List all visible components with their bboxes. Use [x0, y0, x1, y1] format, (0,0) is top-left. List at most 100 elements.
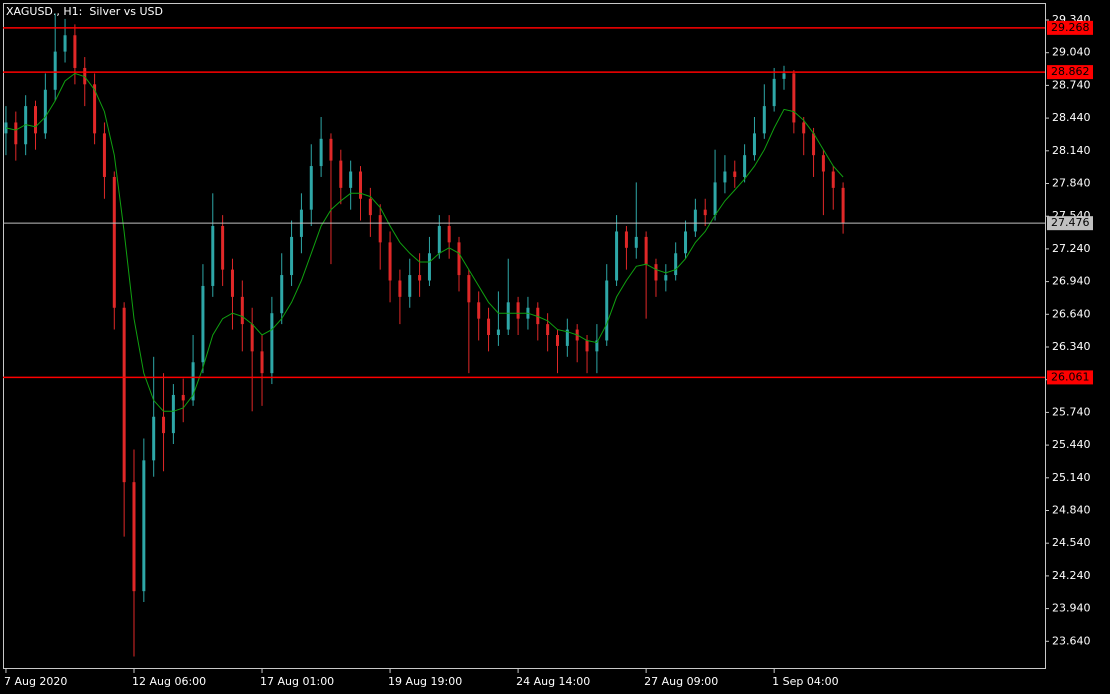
candle-body — [664, 275, 668, 281]
candle-body — [624, 231, 628, 248]
candle-body — [605, 280, 609, 341]
candle-body — [14, 122, 18, 145]
candle-body — [496, 329, 500, 336]
y-tick-label: 23.940 — [1052, 602, 1091, 615]
last-price-tag — [1047, 216, 1093, 231]
level-label: 29.268 — [1051, 21, 1090, 34]
candle-body — [388, 242, 392, 281]
candle-body — [240, 296, 244, 325]
y-tick-label: 26.940 — [1052, 275, 1091, 288]
y-tick-label: 27.240 — [1052, 242, 1091, 255]
candle-body — [437, 226, 441, 254]
candle-body — [713, 182, 717, 216]
candle-body — [546, 324, 550, 336]
candle-body — [378, 215, 382, 243]
candle-body — [427, 253, 431, 281]
candle-body — [34, 106, 38, 134]
candle-body — [201, 285, 205, 363]
last-price-label: 27.476 — [1051, 216, 1090, 229]
y-tick-label: 23.640 — [1052, 634, 1091, 647]
candle-body — [319, 138, 323, 167]
y-tick-label: 24.540 — [1052, 536, 1091, 549]
candle-body — [53, 51, 57, 90]
y-tick-label: 28.140 — [1052, 144, 1091, 157]
candle-body — [752, 133, 756, 156]
candle-body — [654, 264, 658, 281]
candle-body — [684, 231, 688, 254]
candle-body — [555, 335, 559, 346]
candle-body — [191, 362, 195, 401]
y-tick-label: 25.140 — [1052, 471, 1091, 484]
candle-body — [211, 226, 215, 286]
x-tick-label: 27 Aug 09:00 — [644, 675, 718, 688]
candle-body — [122, 307, 126, 483]
candle-body — [477, 302, 481, 319]
y-tick-label: 28.740 — [1052, 78, 1091, 91]
candle-body — [43, 89, 47, 134]
candle-body — [831, 171, 835, 188]
candle-body — [221, 226, 225, 270]
candle-body — [812, 133, 816, 156]
y-tick-label: 26.640 — [1052, 307, 1091, 320]
candle-body — [821, 155, 825, 172]
candle-body — [615, 231, 619, 281]
candle-body — [83, 67, 87, 85]
candle-body — [703, 209, 707, 216]
candle-body — [743, 155, 747, 177]
candle-body — [762, 106, 766, 134]
candle-body — [4, 122, 8, 134]
candle-body — [733, 171, 737, 177]
candle-body — [782, 73, 786, 79]
candle-body — [723, 171, 727, 183]
candle-body — [290, 236, 294, 276]
candle-body — [63, 35, 67, 52]
candle-body — [467, 275, 471, 303]
candle-body — [595, 340, 599, 352]
candle-body — [73, 35, 77, 68]
candle-body — [349, 171, 353, 188]
y-tick-label: 26.340 — [1052, 340, 1091, 353]
candle-body — [181, 394, 185, 401]
x-tick-label: 12 Aug 06:00 — [132, 675, 206, 688]
candle-body — [250, 324, 254, 352]
candle-body — [792, 73, 796, 123]
candle-body — [772, 78, 776, 107]
candle-body — [447, 226, 451, 243]
candle-body — [585, 340, 589, 352]
candle-body — [339, 160, 343, 188]
candle-body — [359, 171, 363, 199]
y-tick-label: 29.040 — [1052, 46, 1091, 59]
y-tick-label: 24.840 — [1052, 503, 1091, 516]
level-tag — [1047, 370, 1093, 385]
candle-body — [329, 138, 333, 161]
candle-body — [102, 133, 106, 177]
candle-body — [398, 280, 402, 297]
candle-body — [418, 275, 422, 281]
level-label: 28.862 — [1051, 65, 1090, 78]
level-tag — [1047, 20, 1093, 35]
plot-frame — [3, 3, 1046, 669]
candle-body — [230, 269, 234, 297]
candle-body — [132, 482, 136, 592]
candle-body — [408, 275, 412, 297]
candle-body — [693, 209, 697, 232]
candle-body — [457, 242, 461, 276]
candle-body — [674, 253, 678, 276]
candle-body — [802, 122, 806, 134]
x-tick-label: 19 Aug 19:00 — [388, 675, 462, 688]
candle-body — [162, 416, 166, 434]
candle-body — [841, 187, 845, 224]
candle-body — [142, 460, 146, 592]
candle-body — [93, 84, 97, 134]
candle-body — [634, 236, 638, 248]
candle-body — [309, 166, 313, 210]
candle-body — [280, 275, 284, 314]
candle-body — [368, 198, 372, 216]
candle-body — [260, 351, 264, 374]
x-tick-label: 17 Aug 01:00 — [260, 675, 334, 688]
candle-body — [112, 176, 116, 308]
y-tick-label: 28.440 — [1052, 111, 1091, 124]
candle-body — [506, 302, 510, 330]
